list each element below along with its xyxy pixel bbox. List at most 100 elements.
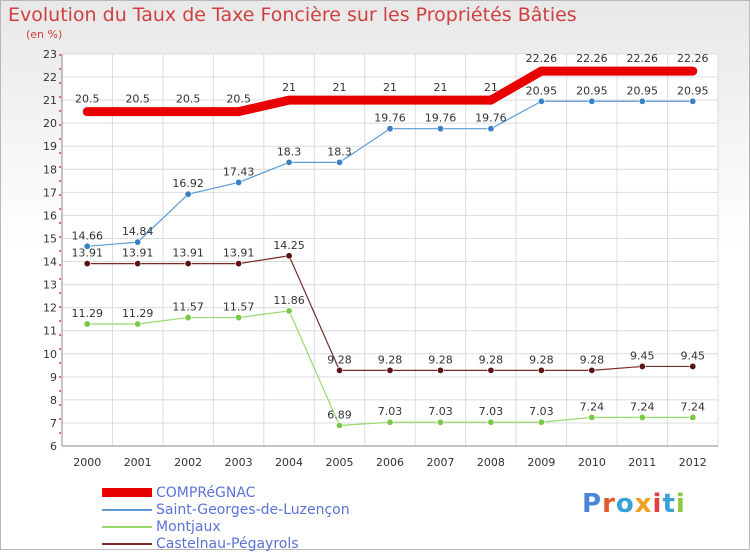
data-label: 7.03 xyxy=(428,405,453,418)
data-label: 9.28 xyxy=(378,353,403,366)
proxiti-logo: Proxiti xyxy=(582,489,686,519)
data-point xyxy=(689,97,697,105)
data-label: 11.29 xyxy=(122,307,154,320)
data-point xyxy=(184,314,192,322)
data-point xyxy=(588,413,596,421)
data-point xyxy=(537,97,545,105)
data-label: 20.95 xyxy=(677,84,709,97)
data-point xyxy=(134,238,142,246)
data-label: 20.5 xyxy=(125,93,150,106)
y-tick-label: 11 xyxy=(43,325,57,338)
data-label: 14.25 xyxy=(273,239,305,252)
data-point xyxy=(588,97,596,105)
data-label: 19.76 xyxy=(374,112,406,125)
x-tick-label: 2000 xyxy=(73,456,101,469)
data-label: 20.5 xyxy=(226,93,251,106)
data-label: 22.26 xyxy=(526,52,558,65)
series-line-0 xyxy=(82,66,698,117)
x-tick-label: 2010 xyxy=(578,456,606,469)
data-label: 20.95 xyxy=(627,84,659,97)
data-point xyxy=(336,158,344,166)
data-point xyxy=(487,125,495,133)
data-label: 20.5 xyxy=(176,93,201,106)
chart-title: Evolution du Taux de Taxe Foncière sur l… xyxy=(8,4,577,26)
data-label: 11.29 xyxy=(71,307,103,320)
x-tick-label: 2007 xyxy=(426,456,454,469)
data-point xyxy=(235,178,243,186)
data-point xyxy=(537,418,545,426)
data-label: 16.92 xyxy=(172,177,204,190)
data-point xyxy=(436,125,444,133)
x-tick-label: 2003 xyxy=(225,456,253,469)
data-point xyxy=(83,260,91,268)
data-label: 22.26 xyxy=(677,52,709,65)
data-label: 6.89 xyxy=(327,408,352,421)
data-label: 7.24 xyxy=(580,400,605,413)
data-label: 7.03 xyxy=(378,405,403,418)
data-point xyxy=(83,320,91,328)
x-tick-label: 2011 xyxy=(628,456,656,469)
legend-label: Saint-Georges-de-Luzençon xyxy=(156,501,350,518)
data-point xyxy=(336,421,344,429)
chart-subtitle: (en %) xyxy=(26,28,63,41)
legend-swatch xyxy=(102,542,152,545)
x-tick-label: 2012 xyxy=(679,456,707,469)
data-point xyxy=(285,252,293,260)
data-point xyxy=(638,362,646,370)
data-label: 21 xyxy=(433,81,447,94)
legend-label: COMPRéGNAC xyxy=(156,484,256,501)
data-point xyxy=(588,366,596,374)
x-tick-label: 2009 xyxy=(527,456,555,469)
data-label: 19.76 xyxy=(425,112,457,125)
legend: COMPRéGNAC Saint-Georges-de-Luzençon Montj… xyxy=(102,484,350,552)
data-point xyxy=(386,125,394,133)
data-label: 14.84 xyxy=(122,225,154,238)
data-point xyxy=(638,413,646,421)
data-label: 7.03 xyxy=(479,405,504,418)
y-tick-label: 12 xyxy=(43,302,57,315)
data-point xyxy=(386,366,394,374)
data-label: 22.26 xyxy=(627,52,659,65)
data-label: 13.91 xyxy=(71,247,103,260)
y-tick-label: 22 xyxy=(43,71,57,84)
legend-item: COMPRéGNAC xyxy=(102,484,350,501)
data-label: 21 xyxy=(282,81,296,94)
data-label: 18.3 xyxy=(327,145,352,158)
data-label: 7.24 xyxy=(630,400,655,413)
legend-label: Montjaux xyxy=(156,518,221,535)
data-label: 21 xyxy=(333,81,347,94)
data-label: 13.91 xyxy=(223,247,255,260)
data-label: 7.03 xyxy=(529,405,554,418)
data-label: 9.45 xyxy=(630,349,655,362)
legend-swatch xyxy=(102,508,152,511)
data-point xyxy=(235,260,243,268)
legend-label: Castelnau-Pégayrols xyxy=(156,535,299,552)
data-point xyxy=(285,307,293,315)
y-tick-label: 19 xyxy=(43,140,57,153)
legend-item: Montjaux xyxy=(102,518,350,535)
data-point xyxy=(638,97,646,105)
x-tick-label: 2005 xyxy=(326,456,354,469)
legend-swatch xyxy=(102,488,152,497)
data-point xyxy=(235,314,243,322)
data-label: 11.86 xyxy=(273,294,305,307)
data-label: 13.91 xyxy=(172,247,204,260)
data-label: 7.24 xyxy=(681,400,706,413)
data-point xyxy=(184,260,192,268)
data-label: 19.76 xyxy=(475,112,507,125)
x-tick-label: 2004 xyxy=(275,456,303,469)
x-tick-label: 2006 xyxy=(376,456,404,469)
logo-letter: o xyxy=(615,489,635,519)
data-label: 9.28 xyxy=(327,353,352,366)
legend-swatch xyxy=(102,525,152,528)
y-tick-label: 6 xyxy=(50,440,57,453)
data-point xyxy=(689,362,697,370)
data-label: 20.95 xyxy=(526,84,558,97)
logo-letter: t xyxy=(662,489,676,519)
y-tick-label: 17 xyxy=(43,186,57,199)
data-label: 9.28 xyxy=(529,353,554,366)
logo-letter: r xyxy=(602,489,616,519)
data-label: 9.45 xyxy=(681,349,706,362)
legend-item: Saint-Georges-de-Luzençon xyxy=(102,501,350,518)
data-label: 20.5 xyxy=(75,93,100,106)
